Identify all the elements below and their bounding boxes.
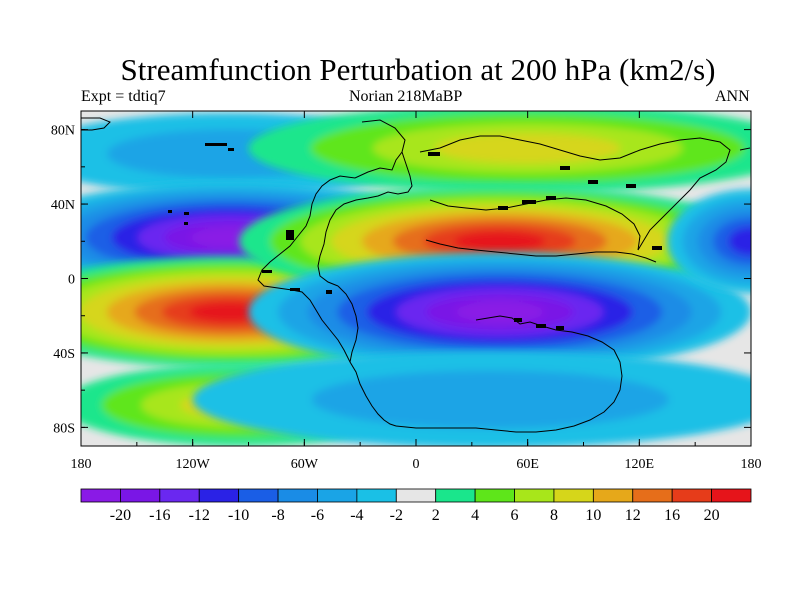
colorbar-label: 2 — [432, 507, 440, 524]
colorbar-swatch — [592, 488, 634, 503]
island — [626, 184, 636, 188]
island — [514, 318, 522, 322]
colorbar-label: -4 — [350, 507, 363, 524]
x-tick-label: 120W — [176, 457, 211, 472]
chart-title: Streamfunction Perturbation at 200 hPa (… — [120, 52, 716, 87]
coastlines — [81, 117, 751, 433]
colorbar-label: -20 — [110, 507, 131, 524]
coastline-gondwana — [395, 315, 623, 433]
colorbar-swatch — [474, 488, 515, 503]
island-fragments — [168, 143, 662, 330]
island — [536, 324, 546, 328]
contour-band — [311, 370, 670, 429]
y-tick-label: 40S — [53, 347, 75, 362]
colorbar-swatch — [317, 488, 358, 503]
experiment-label: Expt = tdtiq7 — [81, 88, 166, 105]
colorbar-swatch — [238, 488, 279, 503]
period-label: Norian 218MaBP — [349, 88, 463, 105]
island — [326, 290, 332, 294]
colorbar: -20 -16 -12 -10 -8 -6 -4 -2 2 4 6 8 10 12 16 20 — [80, 488, 752, 524]
colorbar-swatch — [553, 488, 594, 503]
colorbar-label: 16 — [664, 507, 680, 524]
field-southern-ocean-low — [192, 351, 751, 446]
x-tick-label: 180 — [741, 457, 762, 472]
colorbar-label: 6 — [511, 507, 519, 524]
coastline-north-america-east — [317, 151, 413, 287]
coastline-south-america-east — [337, 285, 359, 363]
colorbar-swatch — [198, 488, 240, 503]
colorbar-swatch — [395, 488, 437, 503]
island — [428, 152, 440, 156]
coastline-arctic-west — [81, 117, 111, 131]
y-tick-label: 80S — [53, 421, 75, 436]
x-tick-label: 0 — [413, 457, 420, 472]
contour-band — [453, 231, 546, 252]
island — [546, 196, 556, 200]
colorbar-label: -6 — [311, 507, 324, 524]
island — [262, 270, 272, 273]
colorbar-label: -2 — [390, 507, 403, 524]
colorbar-swatch — [514, 488, 555, 503]
y-tick-label: 0 — [68, 273, 75, 288]
coastline-tethys-south — [425, 239, 657, 263]
island — [560, 166, 570, 170]
season-label: ANN — [715, 88, 750, 105]
coastline-americas — [257, 119, 406, 427]
island — [286, 230, 294, 240]
island — [228, 148, 234, 151]
x-axis: 180 120W 60W 0 60E 120E 180 — [71, 111, 762, 472]
colorbar-swatch — [120, 488, 161, 503]
colorbar-label: -12 — [189, 507, 210, 524]
coastline-arctic-east — [739, 147, 751, 151]
island — [168, 210, 172, 213]
colorbar-label: 12 — [625, 507, 641, 524]
colorbar-label: -10 — [228, 507, 249, 524]
colorbar-swatch — [277, 488, 318, 503]
colorbar-swatch — [435, 488, 476, 503]
island — [588, 180, 598, 184]
colorbar-swatch — [80, 488, 121, 503]
colorbar-swatch — [159, 488, 200, 503]
island — [184, 222, 188, 225]
island — [290, 288, 300, 291]
y-tick-label: 80N — [51, 124, 75, 139]
island — [522, 200, 536, 204]
contour-band — [434, 133, 621, 164]
x-tick-label: 60E — [516, 457, 539, 472]
island — [205, 143, 227, 146]
contour-fields — [81, 111, 751, 446]
colorbar-label: -8 — [271, 507, 284, 524]
field-gondwana-south-low — [248, 252, 751, 372]
contour-band — [455, 301, 545, 323]
x-tick-label: 120E — [625, 457, 655, 472]
y-tick-label: 40N — [51, 198, 75, 213]
colorbar-label: 8 — [550, 507, 558, 524]
colorbar-label: 20 — [704, 507, 720, 524]
field-east-pacific-west-low — [667, 189, 751, 294]
island — [498, 206, 508, 210]
coastline-eurasia-north — [419, 135, 731, 251]
colorbar-label: 4 — [471, 507, 479, 524]
colorbar-label: 10 — [585, 507, 601, 524]
island — [652, 246, 662, 250]
y-axis: 80N 40N 0 40S 80S — [51, 124, 751, 436]
x-tick-label: 180 — [71, 457, 92, 472]
colorbar-swatch — [711, 488, 752, 503]
colorbar-swatch — [671, 488, 712, 503]
island — [184, 212, 189, 215]
colorbar-swatch — [356, 488, 397, 503]
field-arctic-europe-asia — [248, 111, 751, 193]
island — [556, 326, 564, 330]
colorbar-swatch — [632, 488, 673, 503]
x-tick-label: 60W — [291, 457, 319, 472]
colorbar-label: -16 — [149, 507, 170, 524]
contour-band — [728, 227, 751, 256]
